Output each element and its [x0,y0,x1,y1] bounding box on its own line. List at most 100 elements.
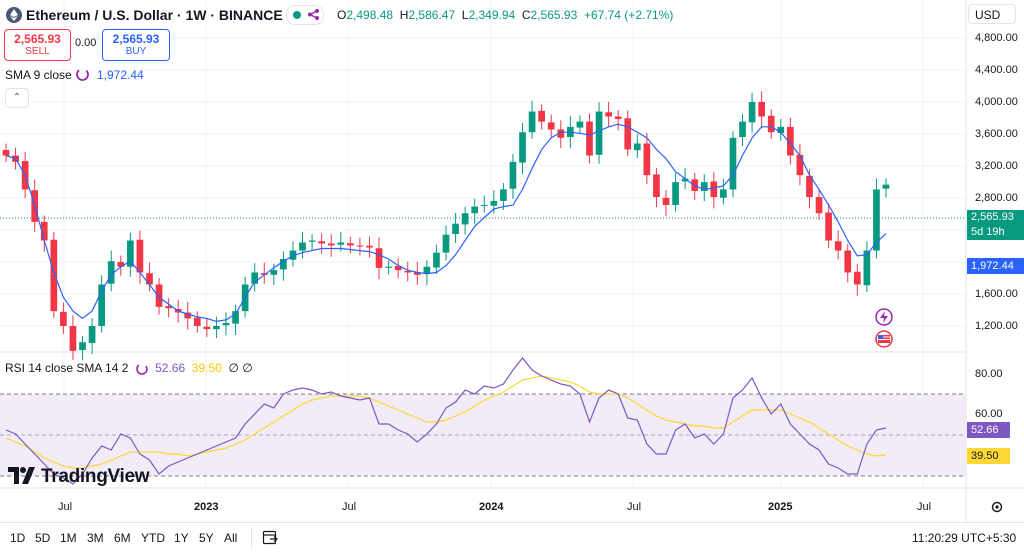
collapse-legend-button[interactable]: ⌃ [5,88,29,108]
price-tick-label: 1,600.00 [975,288,1018,300]
price-tick-label: 3,200.00 [975,160,1018,172]
sma-legend-value: 1,972.44 [97,68,144,82]
range-all-button[interactable]: All [224,531,238,545]
candle [308,234,316,251]
candle [624,110,632,157]
range-1d-button[interactable]: 1D [10,531,26,545]
candle [2,143,10,163]
rsi-tick-label: 60.00 [975,408,1003,420]
price-tick-label: 1,200.00 [975,320,1018,332]
range-ytd-button[interactable]: YTD [141,531,165,545]
buy-label: BUY [125,46,147,57]
range-5y-button[interactable]: 5Y [199,531,214,545]
candle [509,153,517,199]
candle [107,250,115,292]
range-6m-button[interactable]: 6M [114,531,131,545]
candle [165,298,172,318]
time-tick-label: Jul [342,501,357,513]
sma-price-tag: 1,972.44 [967,258,1024,274]
sell-button[interactable]: 2,565.93 SELL [4,29,71,61]
rsi-sma-line [5,375,887,469]
candle [748,92,756,133]
spread-value: 0.00 [75,37,97,49]
candle [528,100,536,139]
settings-gear-icon[interactable] [990,500,1004,514]
candle [232,304,239,335]
price-tick-label: 2,800.00 [975,192,1018,204]
range-1m-button[interactable]: 1M [60,531,77,545]
candle [720,178,727,205]
candle [327,234,335,257]
candle [614,110,622,131]
time-tick-label: 2023 [194,501,219,513]
candle [739,113,746,147]
range-5d-button[interactable]: 5D [35,531,51,545]
candle [40,215,48,252]
candle [404,261,412,282]
candle [605,101,612,127]
chevron-up-icon: ⌃ [12,92,22,103]
market-open-dot [293,11,301,19]
candle [127,232,134,277]
sma-legend-label[interactable]: SMA 9 close [5,68,72,82]
sell-label: SELL [25,46,50,57]
candle [643,132,651,185]
time-tick-label: Jul [627,501,642,513]
price-tick-label: 3,600.00 [975,128,1018,140]
tradingview-logo[interactable]: TradingView [8,466,150,488]
candle [50,231,58,318]
candle [69,315,77,360]
flash-icon[interactable] [875,308,893,326]
range-3m-button[interactable]: 3M [87,531,104,545]
rsi-value-tag: 52.66 [967,422,1010,438]
candle [787,117,794,165]
candle [633,134,641,158]
rsi-tick-label: 80.00 [975,368,1003,380]
candle [136,230,144,284]
candle [729,131,737,198]
price-tick-label: 4,000.00 [975,96,1018,108]
rsi-line [5,357,887,485]
buy-button[interactable]: 2,565.93 BUY [102,29,170,61]
date-range-icon[interactable] [262,529,278,545]
candle [595,102,603,164]
candle [863,241,871,292]
market-status-pill[interactable] [286,5,324,25]
candle [385,260,392,275]
candle [213,316,220,339]
candles-layer [2,91,890,361]
tv-logo-icon [8,467,35,484]
ethereum-icon [6,7,22,23]
candle [79,335,86,361]
candle [825,203,832,249]
candle [853,263,861,296]
candle [767,109,775,139]
us-flag-event-icon[interactable] [875,330,893,348]
candle [88,318,96,355]
currency-selector[interactable]: USD [968,4,1016,24]
candle [280,251,287,281]
candle [471,198,479,225]
candle [375,237,383,280]
candle [710,172,718,209]
candle [452,212,459,243]
candle [672,172,679,212]
candle [289,241,297,267]
candle [423,260,431,286]
clock-timezone[interactable]: 11:20:29 UTC+5:30 [912,531,1017,545]
bottom-toolbar [0,522,1024,556]
candle [519,122,526,174]
candle [442,225,450,261]
candle [557,120,565,148]
symbol-title[interactable]: Ethereum / U.S. Dollar · 1W · BINANCE [26,7,283,23]
price-tick-label: 4,400.00 [975,64,1018,76]
candle [500,183,507,210]
share-icon [308,9,319,20]
range-1y-button[interactable]: 1Y [174,531,189,545]
rsi-legend[interactable]: RSI 14 close SMA 14 2 52.66 39.50 ∅ ∅ [5,361,253,376]
candle [796,144,804,186]
candle [222,312,230,336]
time-tick-label: Jul [917,501,932,513]
rsi-legend-extra: ∅ ∅ [228,361,253,375]
